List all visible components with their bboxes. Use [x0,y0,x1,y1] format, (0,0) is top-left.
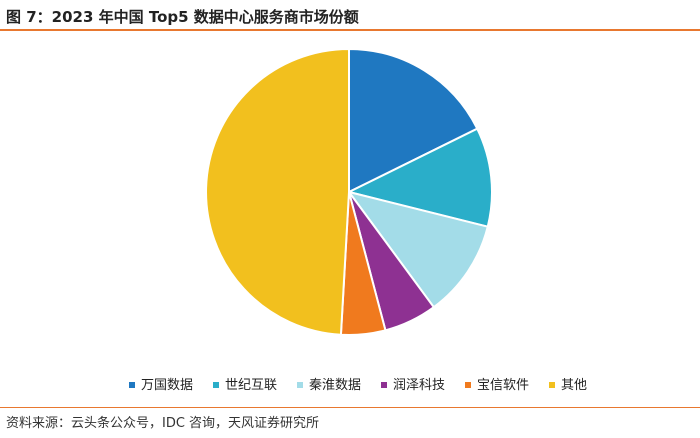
figure-header: 图 7：2023 年中国 Top5 数据中心服务商市场份额 [0,0,700,30]
legend-label: 世纪互联 [225,378,277,393]
legend-item-6: 其他 [549,378,587,393]
title-divider [0,29,700,31]
legend-label: 秦淮数据 [309,378,361,393]
legend-label: 其他 [561,378,587,393]
legend-item-3: 秦淮数据 [297,378,361,393]
pie-slices [205,47,493,336]
pie-slice-6 [205,47,350,336]
legend-swatch [297,382,303,388]
figure-title: 图 7：2023 年中国 Top5 数据中心服务商市场份额 [6,8,359,26]
legend-item-2: 世纪互联 [213,378,277,393]
pie-slice-3 [346,190,489,309]
legend-swatch [129,382,135,388]
pie-slice-1 [348,47,479,194]
legend-swatch [213,382,219,388]
chart-legend: 万国数据 世纪互联 秦淮数据 润泽科技 宝信软件 其他 [129,378,587,393]
legend-label: 万国数据 [141,378,193,393]
pie-chart: 万国数据 世纪互联 秦淮数据 润泽科技 宝信软件 其他 [129,47,587,393]
legend-swatch [381,382,387,388]
figure-source: 资料来源：云头条公众号，IDC 咨询，天风证券研究所 [6,416,320,431]
legend-swatch [549,382,555,388]
legend-item-4: 润泽科技 [381,378,445,393]
legend-item-5: 宝信软件 [465,378,529,393]
legend-label: 润泽科技 [393,378,445,393]
legend-swatch [465,382,471,388]
pie-slice-2 [346,127,493,228]
legend-label: 宝信软件 [477,378,529,393]
source-divider [0,407,700,408]
legend-item-1: 万国数据 [129,378,193,393]
